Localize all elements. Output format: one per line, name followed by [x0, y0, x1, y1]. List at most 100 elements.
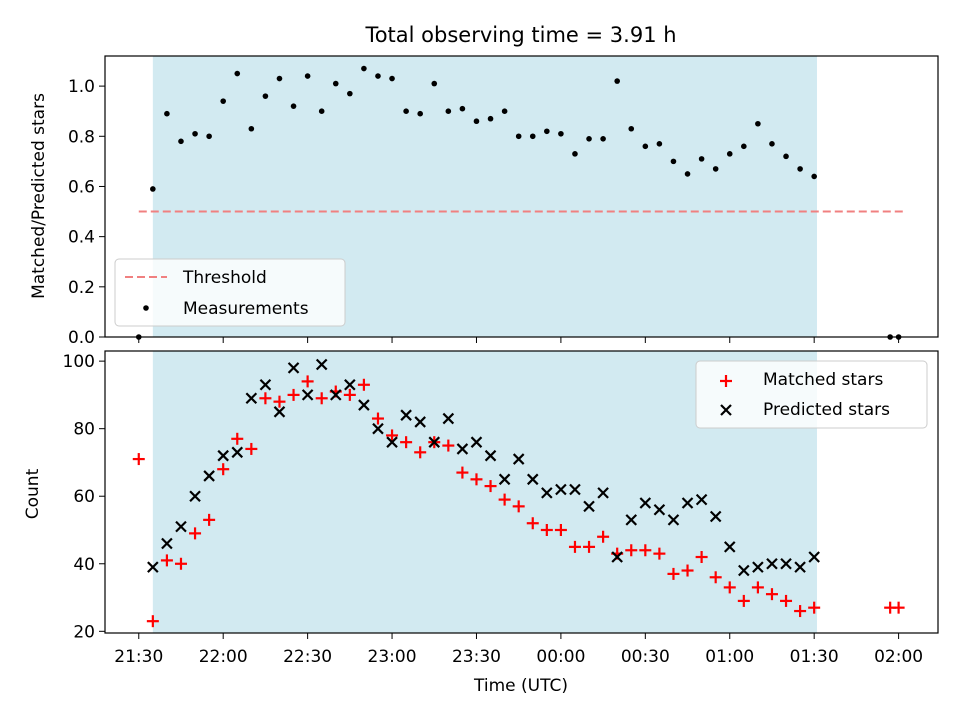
matched-star-point [174, 557, 187, 570]
predicted-star-point [273, 406, 286, 418]
predicted-star-point [738, 564, 750, 577]
x-tick-label: 23:00 [368, 647, 417, 667]
matched-star-point [498, 493, 511, 506]
measurement-point [248, 125, 255, 132]
y-tick-label: 0.6 [68, 177, 95, 197]
predicted-star-point [315, 358, 328, 371]
predicted-star-point [344, 378, 356, 391]
predicted-star-point [709, 510, 722, 523]
matched-star-point [343, 388, 356, 401]
measurement-point [755, 120, 761, 127]
matched-star-point [273, 395, 286, 408]
y-tick-label: 0.2 [68, 278, 95, 298]
predicted-star-point [695, 493, 708, 506]
predicted-star-point [414, 416, 426, 428]
matched-star-point [794, 605, 807, 618]
predicted-star-point [766, 557, 778, 570]
matched-star-point [568, 540, 581, 553]
count-panel: 20 40 60 80 100 21:30 22:00 22:30 23:00 23:30 00:… [23, 350, 939, 696]
predicted-star-point [752, 561, 764, 573]
matched-star-point [315, 392, 328, 405]
top-x-ticks [138, 337, 900, 343]
measurement-point [684, 171, 691, 177]
matched-star-point [808, 601, 821, 614]
bottom-plot-frame [104, 350, 939, 634]
measurement-point [150, 186, 156, 192]
measurement-point [572, 151, 578, 157]
measurement-point [769, 141, 775, 147]
matched-star-point [540, 523, 553, 536]
legend-matched-swatch [720, 375, 732, 387]
legend-measurements-label: Measurements [183, 299, 309, 319]
matched-star-point [231, 432, 244, 445]
matched-star-point [709, 571, 722, 584]
predicted-star-point [555, 483, 567, 496]
measurement-point [332, 80, 339, 87]
predicted-star-point [442, 412, 455, 425]
legend-predicted-swatch [720, 404, 732, 416]
predicted-star-point [541, 487, 553, 499]
legend-threshold-label: Threshold [182, 268, 267, 288]
measurement-point [417, 110, 423, 117]
predicted-star-point [189, 490, 201, 502]
measurement-point [375, 73, 381, 79]
top-legend: Threshold Measurements [114, 258, 346, 327]
matched-stars-points [132, 375, 905, 628]
predicted-star-point [329, 389, 342, 401]
predicted-star-point [287, 362, 300, 374]
matched-star-point [357, 378, 370, 391]
matched-star-point [386, 429, 399, 442]
predicted-star-point [653, 503, 666, 516]
ratio-panel: Total observing time = 3.91 h 0.00.20.40… [29, 23, 939, 348]
x-tick-label: 00:00 [536, 647, 585, 667]
measurement-point [276, 75, 283, 82]
predicted-star-point [358, 399, 370, 411]
measurement-point [698, 156, 705, 162]
predicted-star-point [372, 422, 384, 435]
predicted-star-point [569, 483, 581, 496]
measurement-point [670, 158, 677, 165]
matched-star-point [217, 463, 230, 476]
measurement-point [726, 151, 733, 157]
predicted-star-point [217, 449, 229, 462]
matched-star-point [681, 564, 694, 577]
y-tick-label: 20 [73, 622, 95, 642]
matched-star-point [554, 523, 567, 536]
predicted-star-point [428, 436, 441, 448]
measurement-point [586, 135, 592, 142]
predicted-star-point [794, 561, 806, 573]
predicted-star-point [597, 487, 609, 499]
matched-star-point [526, 517, 539, 530]
predicted-star-point [780, 557, 792, 570]
measurement-point [389, 75, 395, 82]
legend-matched-label: Matched stars [763, 370, 883, 390]
matched-star-point [625, 544, 638, 557]
matched-star-point [287, 388, 300, 401]
measurement-point [797, 166, 803, 172]
predicted-star-point [681, 497, 694, 509]
predicted-star-point [625, 514, 638, 526]
matched-star-point [484, 480, 497, 493]
measurement-point [347, 90, 353, 97]
predicted-star-point [611, 551, 623, 563]
matched-star-point [160, 554, 173, 567]
matched-star-point [751, 581, 764, 594]
matched-star-point [765, 588, 778, 601]
bottom-y-axis-label: Count [23, 468, 43, 519]
matched-star-point [583, 540, 596, 553]
predicted-star-point [526, 473, 539, 486]
measurement-point [473, 118, 480, 125]
predicted-star-point [639, 497, 652, 509]
y-tick-label: 60 [73, 487, 95, 507]
measurement-point [487, 115, 494, 122]
matched-star-point [245, 442, 258, 455]
predicted-star-point [512, 453, 525, 465]
measurement-point [558, 130, 564, 137]
measurement-point [178, 138, 184, 145]
matched-star-point [695, 551, 708, 564]
top-plot-frame [104, 55, 939, 338]
y-tick-label: 1.0 [68, 77, 95, 97]
x-tick-label: 00:30 [621, 647, 670, 667]
measurement-point [811, 173, 817, 180]
matched-star-point [442, 439, 455, 452]
